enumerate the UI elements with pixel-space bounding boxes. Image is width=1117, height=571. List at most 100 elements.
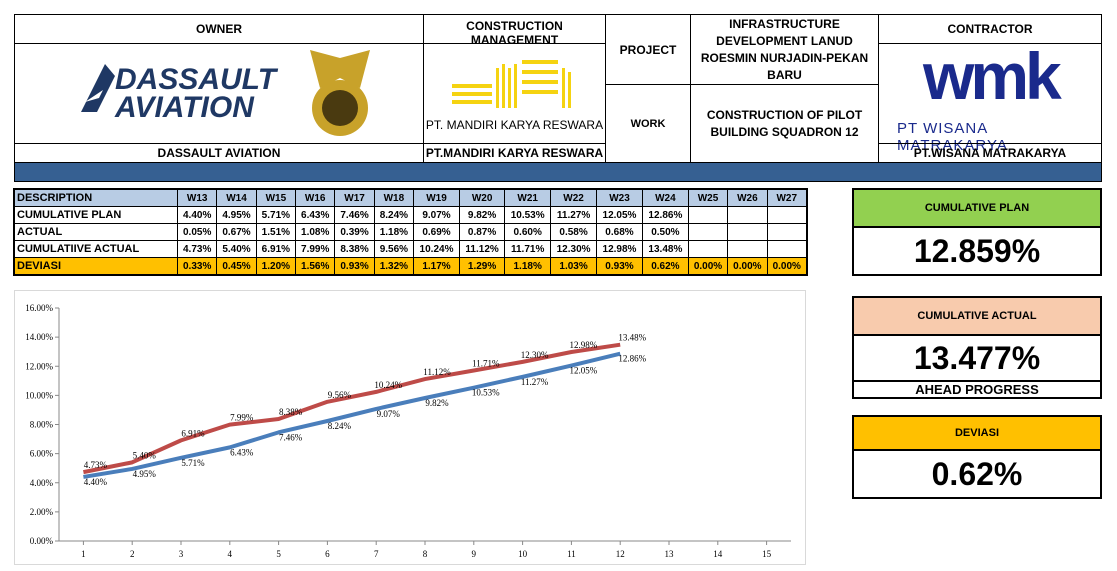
logo-line: DASSAULT	[115, 63, 277, 96]
cell: 1.08%	[295, 223, 336, 241]
cell: 9.82%	[458, 206, 506, 224]
data-label: 4.95%	[133, 469, 157, 479]
y-tick-label: 0.00%	[30, 536, 54, 546]
cell: 9.56%	[373, 240, 415, 258]
contractor-logo-cell: wmk PT WISANA MATRAKARYA	[878, 39, 1102, 154]
x-tick-label: 11	[567, 549, 576, 559]
cell: 1.03%	[550, 257, 598, 276]
data-label: 12.98%	[570, 340, 598, 350]
data-label: 11.27%	[521, 377, 549, 387]
cell: 12.05%	[596, 206, 643, 224]
column-header: W22	[550, 188, 598, 207]
row-label: ACTUAL	[13, 223, 178, 241]
x-tick-label: 10	[518, 549, 528, 559]
cell: 1.20%	[255, 257, 297, 276]
air-force-emblem	[310, 50, 370, 136]
cell: 1.29%	[458, 257, 506, 276]
x-tick-label: 2	[130, 549, 135, 559]
row-label: DEVIASI	[13, 257, 178, 276]
cell: 1.18%	[373, 223, 415, 241]
cell: 7.46%	[334, 206, 375, 224]
data-label: 4.73%	[84, 460, 108, 470]
cell: 0.00%	[766, 257, 808, 276]
work: CONSTRUCTION OF PILOT BUILDING SQUADRON …	[690, 84, 879, 163]
dassault-emblem	[81, 64, 115, 112]
column-header: W19	[413, 188, 460, 207]
work-label: WORK	[605, 84, 691, 163]
cell: 6.43%	[295, 206, 336, 224]
x-tick-label: 15	[762, 549, 772, 559]
cell: 1.51%	[255, 223, 297, 241]
cell: 10.53%	[504, 206, 552, 224]
y-tick-label: 10.00%	[25, 390, 53, 400]
table-row: CUMULATIIVE ACTUAL 4.73% 5.40% 6.91% 7.99% 8.…	[13, 240, 808, 258]
owner-label: OWNER	[14, 14, 424, 44]
y-tick-label: 12.00%	[25, 361, 53, 371]
cm-logo-text: PT. MANDIRI KARYA RESWARA	[425, 118, 604, 132]
owner-logo-cell: DASSAULT AVIATION	[14, 43, 424, 144]
dev-value: 0.62%	[852, 449, 1102, 499]
data-label: 11.71%	[472, 358, 500, 368]
cell: 6.91%	[255, 240, 297, 258]
x-tick-label: 9	[472, 549, 477, 559]
data-label: 12.05%	[570, 366, 598, 376]
actual-label: CUMULATIVE ACTUAL	[852, 296, 1102, 336]
cell: 1.18%	[504, 257, 552, 276]
cell: 0.69%	[413, 223, 460, 241]
cell: 12.98%	[596, 240, 643, 258]
cell: 8.38%	[334, 240, 375, 258]
row-label: CUMULATIIVE ACTUAL	[13, 240, 178, 258]
cell: 1.32%	[373, 257, 415, 276]
x-tick-label: 14	[713, 549, 723, 559]
column-header: W13	[176, 188, 218, 207]
owner-name: DASSAULT AVIATION	[14, 143, 424, 163]
column-header: W25	[687, 188, 729, 207]
cell: 5.40%	[216, 240, 257, 258]
column-header: W20	[458, 188, 506, 207]
data-label: 13.48%	[618, 333, 646, 343]
data-label: 9.82%	[425, 398, 449, 408]
y-tick-label: 14.00%	[25, 332, 53, 342]
project-label: PROJECT	[605, 14, 691, 85]
cell: 9.07%	[413, 206, 460, 224]
table-row: CUMULATIVE PLAN 4.40% 4.95% 5.71% 6.43% 7.46%…	[13, 206, 808, 224]
data-label: 9.56%	[328, 390, 352, 400]
cell: 4.73%	[176, 240, 218, 258]
cell	[687, 240, 729, 258]
project: INFRASTRUCTURE DEVELOPMENT LANUD ROESMIN…	[690, 14, 879, 85]
x-tick-label: 6	[325, 549, 330, 559]
column-header: W23	[596, 188, 643, 207]
cm-logo-cell: PT. MANDIRI KARYA RESWARA	[423, 43, 606, 144]
dassault-logo: DASSAULT AVIATION	[115, 63, 277, 123]
contractor-name: PT.WISANA MATRAKARYA	[878, 143, 1102, 163]
cell: 0.93%	[596, 257, 643, 276]
contractor-logo-text: PT WISANA MATRAKARYA	[897, 120, 1008, 154]
cell: 1.17%	[413, 257, 460, 276]
column-header: W26	[727, 188, 768, 207]
data-label: 12.86%	[618, 354, 646, 364]
chart: 0.00%2.00%4.00%6.00%8.00%10.00%12.00%14.…	[14, 290, 806, 565]
cell	[727, 240, 768, 258]
cell: 4.95%	[216, 206, 257, 224]
cell: 0.93%	[334, 257, 375, 276]
cm-label: CONSTRUCTION MANAGEMENT	[423, 14, 606, 47]
cell: 0.87%	[458, 223, 506, 241]
data-label: 10.24%	[374, 380, 402, 390]
cm-logo	[452, 60, 571, 108]
cell: 0.05%	[176, 223, 218, 241]
cell: 0.58%	[550, 223, 598, 241]
data-label: 9.07%	[377, 409, 401, 419]
cell	[687, 223, 729, 241]
cell	[766, 206, 808, 224]
cell: 1.56%	[295, 257, 336, 276]
progress-table: DESCRIPTION W13 W14 W15 W16 W17 W18 W19 W20 W21 W2…	[13, 188, 808, 276]
header-row: DESCRIPTION W13 W14 W15 W16 W17 W18 W19 W20 W21 W2…	[13, 188, 808, 207]
cell: 4.40%	[176, 206, 218, 224]
cell: 13.48%	[641, 240, 689, 258]
column-header: W18	[373, 188, 415, 207]
actual-value: 13.477%	[852, 334, 1102, 382]
data-label: 11.12%	[423, 367, 451, 377]
table-row: ACTUAL 0.05% 0.67% 1.51% 1.08% 0.39% 1.18% 0.69…	[13, 223, 808, 241]
data-label: 6.43%	[230, 447, 254, 457]
y-tick-label: 2.00%	[30, 507, 54, 517]
